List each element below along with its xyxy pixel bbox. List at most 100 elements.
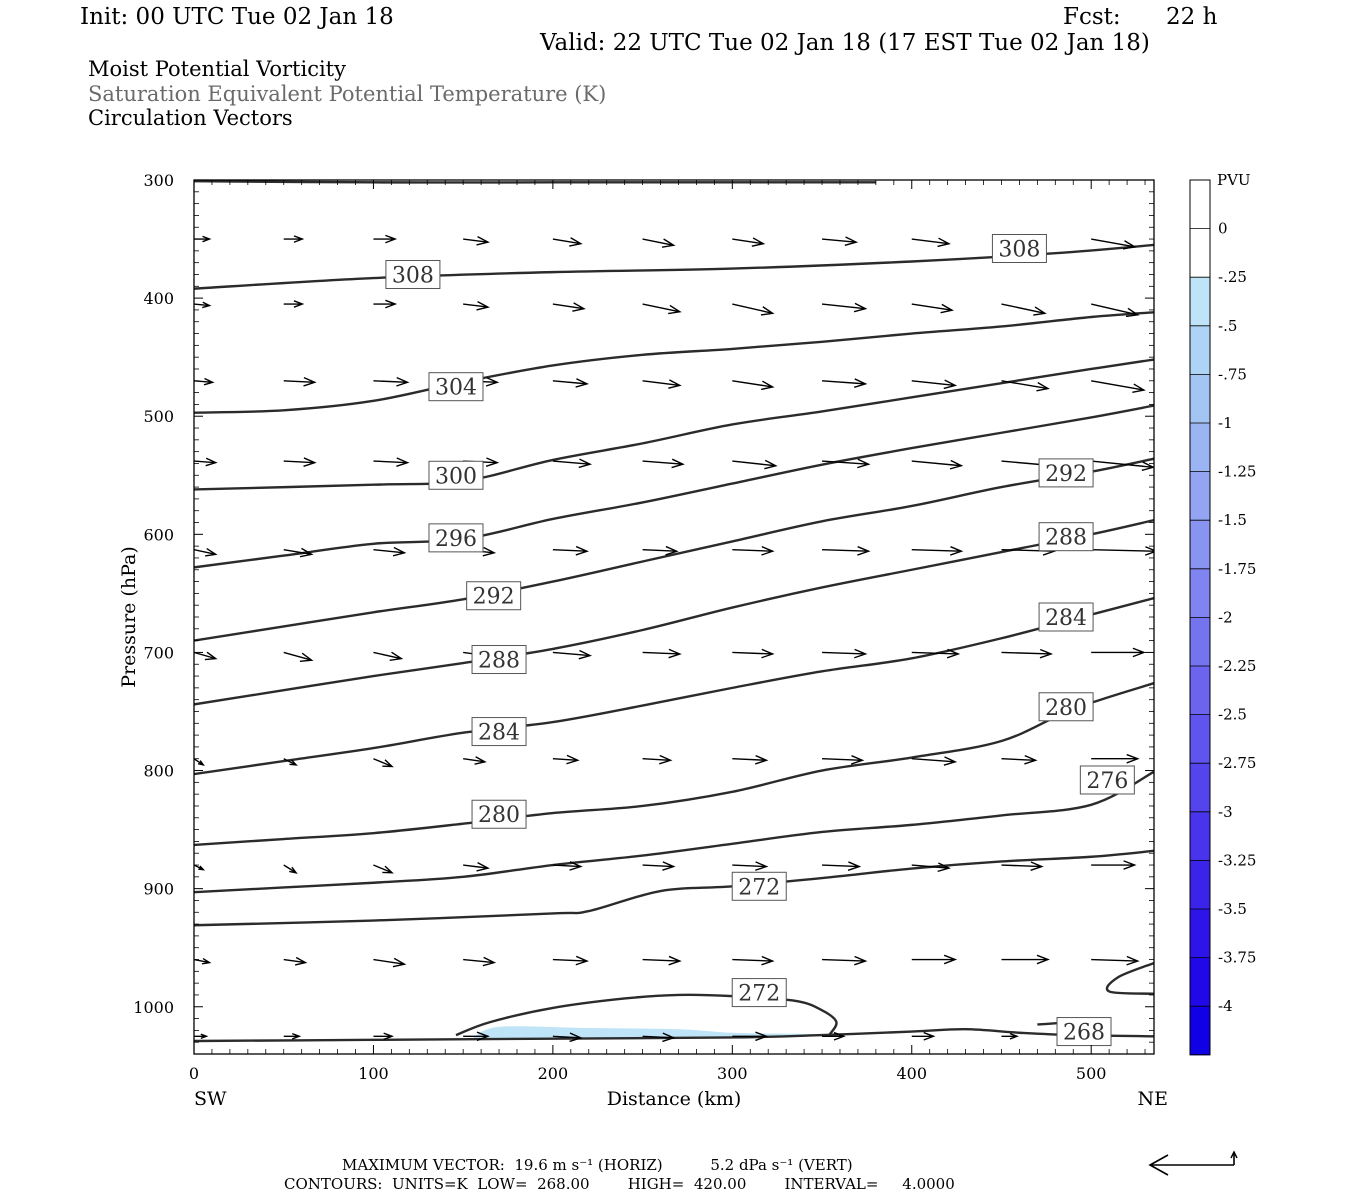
contour-label: 300 [435, 464, 477, 489]
theta-es-contour [1105, 961, 1154, 995]
theta-es-contour [194, 681, 1154, 847]
circulation-vector [463, 1031, 490, 1042]
circulation-vector [642, 545, 679, 556]
colorbar-segment [1190, 957, 1210, 1007]
circulation-vector [732, 1031, 769, 1042]
x-tick-label: 100 [358, 1064, 389, 1083]
colorbar-tick-label: -1.25 [1218, 463, 1256, 481]
circulation-vector [911, 379, 958, 390]
colorbar-tick-label: -3 [1218, 803, 1233, 821]
title-theta-es: Saturation Equivalent Potential Temperat… [88, 82, 607, 106]
colorbar-tick-label: -1 [1218, 414, 1233, 432]
contour-label-box [471, 645, 527, 675]
contour-label-box [428, 372, 484, 402]
y-tick-label: 600 [143, 525, 174, 544]
colorbar-tick-label: -3.75 [1218, 949, 1256, 967]
contour-label: 272 [738, 875, 780, 900]
theta-es-contour [194, 358, 1154, 491]
circulation-vector [463, 756, 487, 765]
circulation-vector [732, 754, 769, 765]
theta-es-contour [194, 518, 1154, 706]
contour-label: 308 [998, 238, 1040, 263]
colorbar-segment [1190, 325, 1210, 375]
circulation-vector [283, 1032, 302, 1040]
circulation-vector [642, 861, 676, 871]
theta-es-contour [194, 596, 1154, 776]
contour-label-box [1038, 602, 1094, 632]
circulation-vector [822, 955, 868, 966]
circulation-vector [911, 862, 951, 873]
circulation-vector [463, 236, 490, 246]
x-tick-label: 200 [538, 1064, 569, 1083]
circulation-vector [552, 545, 589, 556]
colorbar-segment [1190, 374, 1210, 424]
circulation-vector [821, 302, 868, 313]
circulation-vector [283, 651, 314, 662]
circulation-vector [1091, 303, 1140, 318]
circulation-vector [283, 457, 317, 467]
circulation-vector [552, 649, 593, 660]
colorbar-segment [1190, 714, 1210, 764]
circulation-vector [1091, 955, 1140, 966]
circulation-vector [373, 377, 410, 387]
contour-label-box [385, 259, 441, 289]
circulation-vector [373, 546, 407, 557]
contour-label: 308 [392, 263, 434, 288]
circulation-vector [732, 955, 775, 966]
contour-label: 280 [478, 803, 520, 828]
circulation-vector [283, 300, 305, 308]
circulation-vector [911, 237, 951, 248]
colorbar-segment [1190, 666, 1210, 716]
circulation-vector [1091, 753, 1140, 764]
colorbar-segment [1190, 423, 1210, 473]
circulation-vector [1091, 380, 1146, 393]
circulation-vector [642, 238, 676, 248]
theta-es-contour [194, 457, 1154, 642]
contour-label: 288 [478, 649, 520, 674]
y-tick-label: 700 [143, 643, 174, 662]
colorbar-tick-label: -2.5 [1218, 706, 1247, 724]
circulation-vector [732, 237, 766, 247]
colorbar-segment [1190, 811, 1210, 861]
colorbar-tick-label: -1.75 [1218, 560, 1256, 578]
circulation-vector [822, 648, 868, 659]
circulation-vector [642, 458, 685, 469]
circulation-vector [822, 546, 871, 556]
circulation-vector [1001, 303, 1047, 316]
circulation-vector [822, 755, 865, 765]
forecast-hours: 22 h [1166, 4, 1218, 30]
x-axis-left-end-label: SW [194, 1088, 227, 1110]
circulation-vector [1001, 754, 1038, 765]
colorbar-segment [1190, 520, 1210, 570]
circulation-vector [373, 457, 410, 467]
circulation-vector [911, 648, 961, 659]
contour-label: 280 [1045, 696, 1087, 721]
circulation-vector [821, 236, 859, 246]
circulation-vector [1001, 861, 1044, 871]
circulation-vector [194, 651, 218, 661]
colorbar-tick-label: -.5 [1218, 317, 1237, 335]
contour-label-box [991, 234, 1047, 264]
contour-label: 268 [1063, 1021, 1105, 1046]
circulation-vector [194, 457, 218, 467]
circulation-vector [373, 1032, 395, 1041]
y-tick-label: 400 [143, 289, 174, 308]
x-tick-label: 500 [1076, 1064, 1107, 1083]
contour-label-box [428, 523, 484, 553]
reference-vector-icon [1148, 1150, 1238, 1176]
colorbar-segment [1190, 763, 1210, 813]
contour-label-box [1038, 522, 1094, 552]
contour-label: 304 [435, 376, 477, 401]
contour-label-box [1056, 1017, 1112, 1047]
circulation-vector [911, 459, 964, 470]
circulation-vector [642, 303, 682, 315]
max-vector-note: MAXIMUM VECTOR: 19.6 m s⁻¹ (HORIZ) 5.2 d… [342, 1156, 853, 1174]
colorbar-segment [1190, 860, 1210, 910]
circulation-vector [821, 458, 871, 469]
circulation-vector [1001, 954, 1050, 965]
contour-label-box [471, 799, 527, 829]
x-tick-label: 300 [717, 1064, 748, 1083]
circulation-vector [373, 957, 407, 968]
contour-label: 296 [435, 527, 477, 552]
